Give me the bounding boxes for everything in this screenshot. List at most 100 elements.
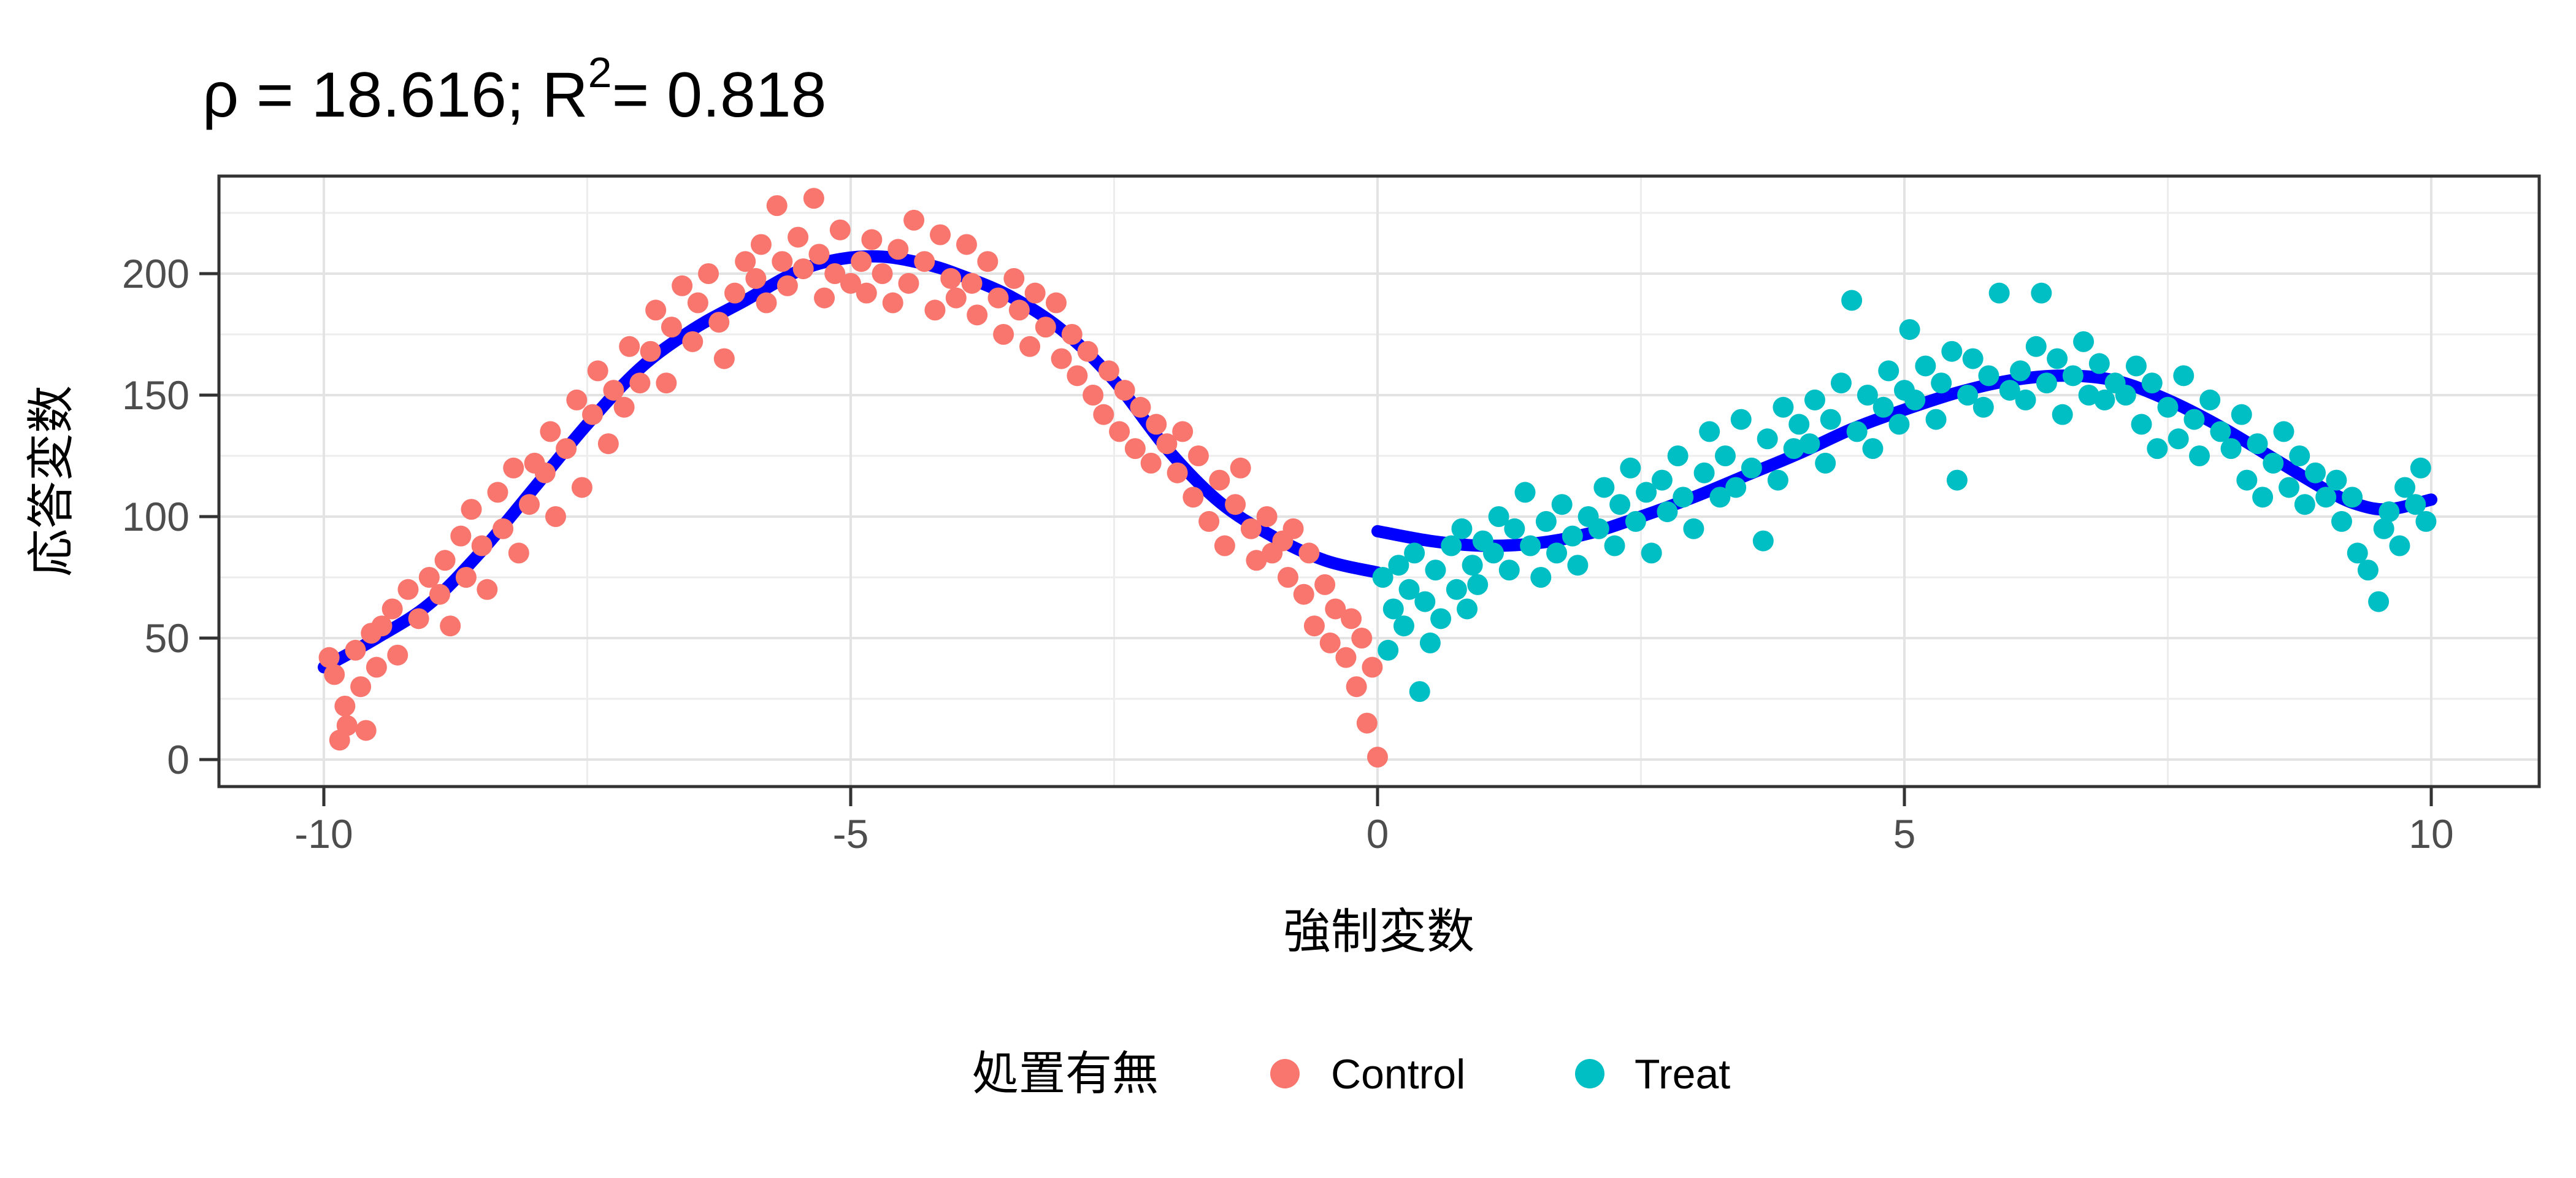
scatter-point-control bbox=[1183, 487, 1204, 508]
y-tick-label: 150 bbox=[122, 372, 190, 418]
scatter-point-treat bbox=[2125, 355, 2147, 377]
scatter-point-control bbox=[371, 615, 393, 637]
scatter-point-control bbox=[1346, 676, 1367, 698]
scatter-point-treat bbox=[2047, 348, 2068, 369]
scatter-point-control bbox=[1282, 518, 1304, 539]
scatter-point-control bbox=[924, 299, 946, 321]
scatter-point-treat bbox=[1841, 290, 1863, 311]
scatter-point-treat bbox=[1604, 535, 1625, 556]
scatter-point-control bbox=[1362, 656, 1383, 678]
plot-title-suffix: = 0.818 bbox=[612, 60, 827, 131]
scatter-point-treat bbox=[2289, 445, 2310, 466]
scatter-point-control bbox=[1114, 380, 1135, 401]
scatter-point-control bbox=[566, 389, 588, 410]
scatter-point-control bbox=[851, 251, 872, 272]
scatter-point-control bbox=[672, 275, 693, 296]
scatter-point-treat bbox=[2236, 469, 2258, 491]
scatter-point-treat bbox=[2373, 518, 2394, 539]
scatter-point-treat bbox=[1752, 530, 1774, 552]
scatter-point-treat bbox=[1741, 457, 1762, 479]
scatter-point-treat bbox=[2389, 535, 2410, 556]
scatter-point-treat bbox=[1404, 542, 1425, 564]
scatter-point-control bbox=[656, 372, 677, 394]
scatter-point-treat bbox=[2252, 487, 2274, 508]
scatter-point-control bbox=[571, 477, 592, 498]
scatter-point-treat bbox=[1925, 409, 1947, 430]
scatter-point-control bbox=[334, 695, 356, 717]
legend-label-control: Control bbox=[1331, 1051, 1465, 1098]
scatter-point-control bbox=[840, 272, 861, 294]
y-tick-label: 50 bbox=[145, 615, 190, 661]
scatter-point-treat bbox=[1488, 506, 1509, 527]
scatter-point-treat bbox=[2315, 487, 2337, 508]
scatter-point-control bbox=[440, 615, 461, 637]
scatter-point-control bbox=[640, 341, 661, 362]
scatter-point-control bbox=[455, 567, 477, 588]
scatter-point-control bbox=[471, 535, 493, 556]
scatter-point-control bbox=[477, 579, 498, 600]
scatter-point-treat bbox=[1767, 469, 1788, 491]
scatter-point-control bbox=[792, 258, 814, 280]
scatter-point-control bbox=[597, 433, 619, 455]
scatter-point-control bbox=[408, 608, 429, 629]
scatter-point-control bbox=[993, 324, 1014, 345]
scatter-point-control bbox=[882, 292, 903, 314]
scatter-point-control bbox=[387, 644, 408, 666]
scatter-point-treat bbox=[1999, 380, 2020, 401]
scatter-point-treat bbox=[1457, 598, 1478, 620]
scatter-point-control bbox=[766, 195, 788, 217]
scatter-point-control bbox=[461, 499, 482, 520]
scatter-point-treat bbox=[1462, 555, 1483, 576]
scatter-point-treat bbox=[1683, 518, 1704, 539]
scatter-point-treat bbox=[1409, 681, 1430, 703]
scatter-point-control bbox=[587, 360, 608, 382]
scatter-point-control bbox=[397, 579, 419, 600]
scatter-point-control bbox=[1319, 632, 1341, 653]
legend: 処置有無 Control Treat bbox=[972, 1048, 1730, 1100]
scatter-point-treat bbox=[1888, 414, 1910, 435]
scatter-point-treat bbox=[2247, 433, 2268, 455]
scatter-point-treat bbox=[1441, 535, 1462, 556]
scatter-point-control bbox=[708, 312, 730, 333]
scatter-point-control bbox=[1077, 341, 1098, 362]
scatter-point-treat bbox=[2141, 372, 2163, 394]
scatter-point-treat bbox=[1530, 567, 1552, 588]
scatter-point-control bbox=[324, 664, 345, 685]
y-axis-title: 応答変数 bbox=[24, 385, 78, 577]
scatter-point-treat bbox=[1693, 462, 1715, 483]
scatter-point-treat bbox=[2131, 414, 2152, 435]
scatter-point-control bbox=[1172, 421, 1194, 442]
scatter-point-control bbox=[1314, 574, 1336, 595]
scatter-point-treat bbox=[2025, 336, 2047, 357]
scatter-point-control bbox=[1367, 747, 1388, 768]
scatter-point-treat bbox=[1588, 518, 1609, 539]
scatter-point-treat bbox=[2220, 438, 2242, 460]
y-tick-label: 100 bbox=[122, 494, 190, 539]
scatter-point-treat bbox=[2357, 560, 2379, 581]
scatter-point-control bbox=[861, 229, 883, 250]
scatter-point-control bbox=[603, 380, 624, 401]
scatter-point-treat bbox=[1846, 421, 1868, 442]
scatter-point-treat bbox=[2189, 445, 2210, 466]
scatter-point-control bbox=[1246, 550, 1267, 571]
scatter-point-control bbox=[914, 251, 935, 272]
scatter-point-control bbox=[1146, 414, 1167, 435]
axis-ticks bbox=[199, 272, 2433, 806]
scatter-point-control bbox=[1325, 598, 1346, 620]
scatter-point-control bbox=[1003, 268, 1025, 289]
scatter-point-treat bbox=[2405, 494, 2426, 515]
scatter-point-control bbox=[872, 263, 893, 284]
scatter-point-treat bbox=[2294, 494, 2315, 515]
scatter-point-treat bbox=[1567, 555, 1589, 576]
scatter-point-treat bbox=[2410, 457, 2431, 479]
scatter-point-control bbox=[1130, 396, 1151, 418]
scatter-point-treat bbox=[1482, 542, 1504, 564]
scatter-point-control bbox=[613, 396, 635, 418]
scatter-point-control bbox=[661, 317, 682, 338]
scatter-point-treat bbox=[1514, 482, 1536, 503]
scatter-point-control bbox=[735, 251, 756, 272]
scatter-point-treat bbox=[2173, 365, 2195, 387]
scatter-point-control bbox=[1046, 292, 1067, 314]
scatter-point-control bbox=[434, 550, 456, 571]
scatter-point-treat bbox=[1941, 341, 1963, 362]
